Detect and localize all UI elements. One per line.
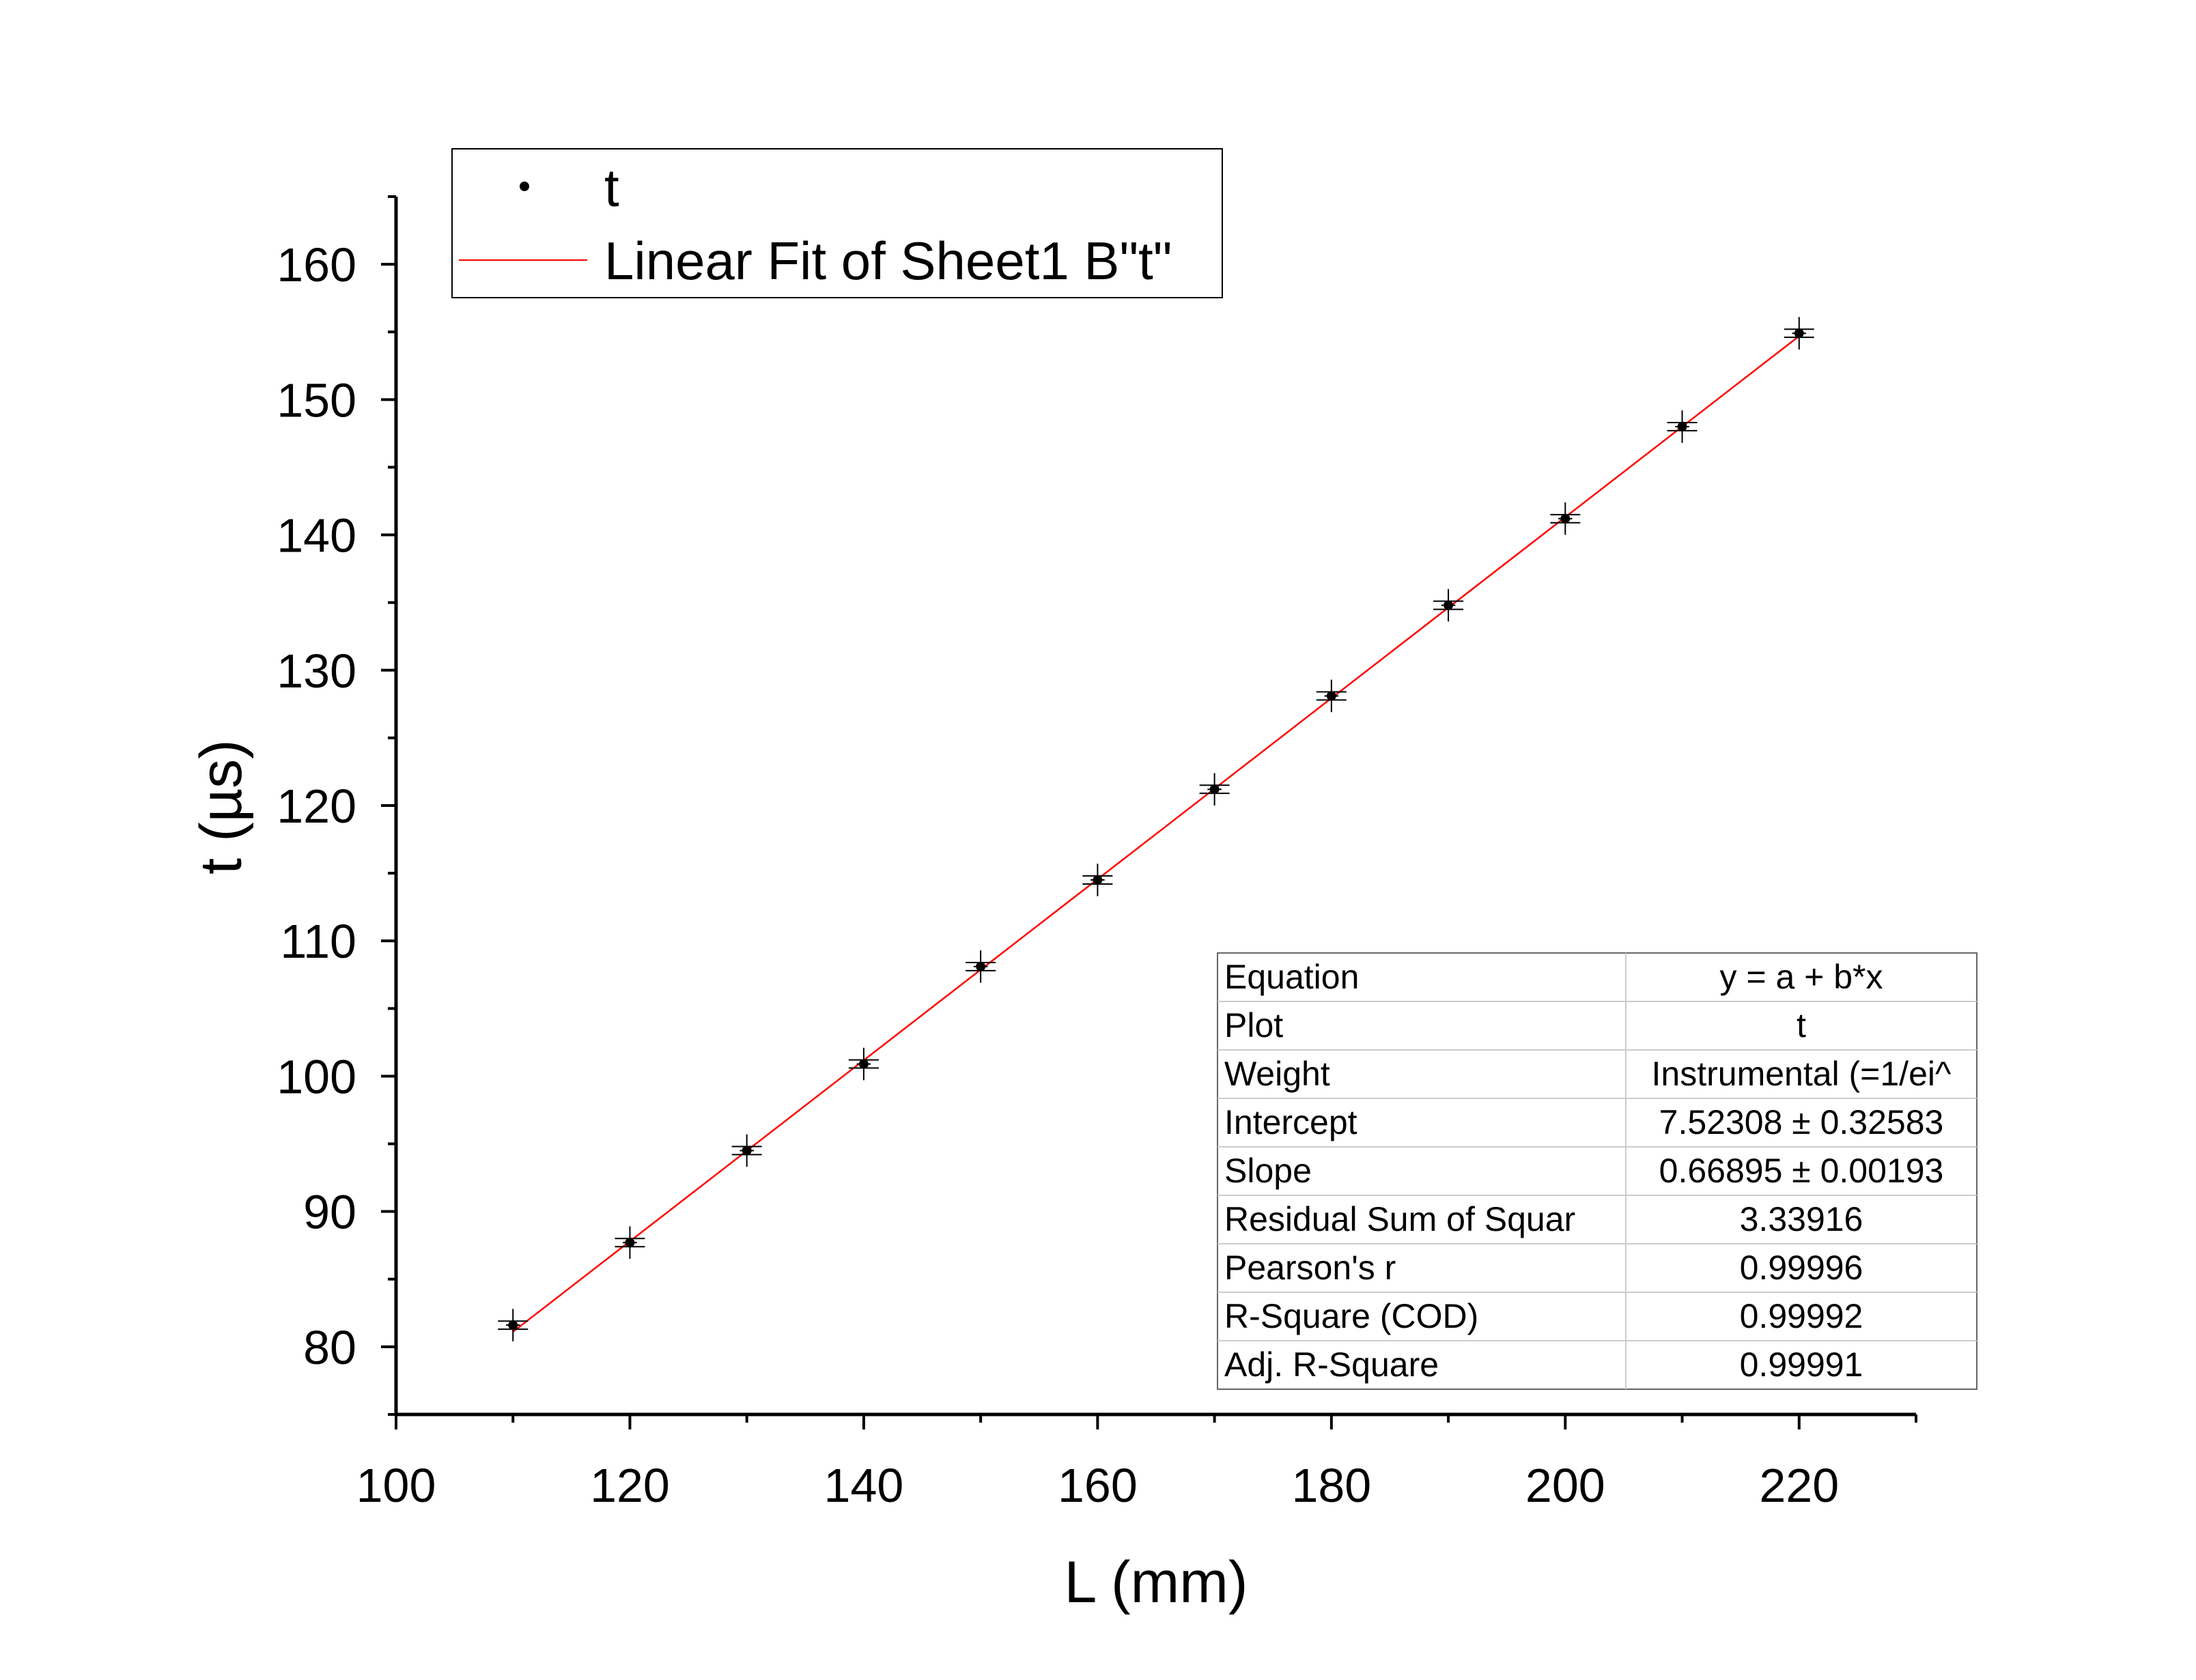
data-point [1444,600,1454,610]
x-tick-label: 160 [1058,1459,1138,1512]
y-tick-label: 160 [277,238,356,291]
table-row-value: 3.33916 [1740,1200,1863,1238]
data-point [1326,691,1336,701]
legend-label-fit: Linear Fit of Sheet1 B"t" [604,231,1172,291]
table-row-label: R-Square (COD) [1224,1297,1478,1335]
axes: 100 120 140 160 180 200 220 80 90 100 110 120 130 140… [277,195,1917,1512]
x-axis-title: L (mm) [1064,1550,1248,1615]
x-tick-label: 120 [590,1459,670,1512]
table-row-value: 0.99992 [1740,1297,1863,1335]
y-tick-label: 90 [303,1186,356,1239]
data-point [1560,513,1571,524]
x-tick-label: 220 [1759,1459,1839,1512]
x-tick-label: 180 [1291,1459,1371,1512]
table-row-label: Equation [1224,958,1359,996]
legend-label-t: t [604,158,619,218]
data-point-group [1667,410,1698,443]
data-point-group [966,950,996,983]
data-point-group [1433,588,1464,622]
data-point [508,1320,518,1330]
fit-line [512,335,1800,1333]
data-point-group [731,1134,762,1167]
table-row-label: Weight [1224,1055,1330,1093]
data-point [742,1145,752,1156]
table-row-label: Plot [1224,1006,1283,1044]
fit-results-table: Equation y = a + b*x Plot t Weight Instrument… [1217,952,1977,1390]
x-tick-label: 200 [1525,1459,1605,1512]
data-point-group [1550,502,1581,535]
legend-marker-t [520,182,529,191]
table-row-label: Intercept [1224,1103,1357,1141]
y-tick-label: 100 [277,1050,356,1103]
data-point-group [1784,317,1814,350]
data-point [858,1059,869,1069]
legend: t Linear Fit of Sheet1 B"t" [451,148,1223,298]
table-row-value: 7.52308 ± 0.32583 [1659,1103,1944,1141]
y-tick-label: 80 [303,1321,356,1374]
data-point [625,1238,635,1248]
y-tick-label: 130 [277,644,356,698]
table-row-value: y = a + b*x [1719,958,1883,996]
data-point [1093,875,1103,885]
y-tick-label: 110 [280,915,356,968]
x-tick-label: 100 [356,1459,436,1512]
data-point-group [1316,679,1347,713]
data-point-group [1082,864,1113,896]
data-point-group [1199,773,1230,806]
table-row-label: Pearson's r [1224,1249,1396,1287]
data-point [1677,421,1687,431]
table-row-value: 0.99991 [1740,1346,1863,1384]
x-tick-label: 140 [824,1459,904,1512]
table-border [1217,952,1977,1390]
data-point [1794,328,1804,339]
data-point-group [498,1309,529,1341]
y-tick-label: 140 [277,509,356,563]
table-row-value: Instrumental (=1/ei^ [1652,1055,1952,1093]
table-row-label: Adj. R-Square [1224,1346,1439,1384]
data-point [976,961,986,971]
data-points-layer [498,317,1814,1341]
data-point-group [615,1226,645,1259]
fit-line-layer [512,335,1800,1333]
y-tick-label: 150 [277,373,356,427]
data-point [1209,784,1220,795]
y-tick-label: 120 [277,780,356,833]
data-point-group [848,1047,879,1081]
table-row-value: 0.99996 [1740,1249,1863,1287]
table-row-label: Slope [1224,1152,1312,1190]
y-axis-title: t (µs) [188,739,254,874]
table-row-value: 0.66895 ± 0.00193 [1659,1152,1944,1190]
table-row-value: t [1797,1006,1806,1044]
legend-box [451,148,1223,298]
table-row-label: Residual Sum of Squar [1224,1200,1575,1238]
